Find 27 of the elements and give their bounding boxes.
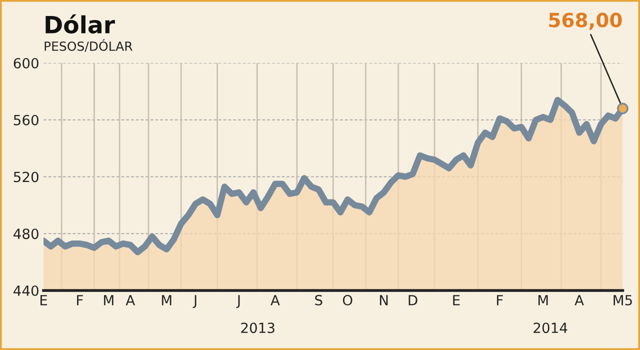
x-tick-label: J — [236, 295, 240, 308]
y-tick-label: 520 — [14, 172, 38, 182]
x-tick-label: M — [538, 295, 548, 306]
y-tick-label: 440 — [14, 285, 38, 296]
chart-subtitle: PESOS/DÓLAR — [44, 39, 132, 52]
text: 2013 — [241, 322, 274, 334]
x-tick-label: O — [342, 294, 352, 306]
x-tick-label: F — [497, 295, 503, 306]
x-tick-label: S — [315, 294, 322, 306]
x-tick-label: D — [408, 295, 418, 306]
x-tick-label: A — [126, 295, 136, 306]
x-tick-label: A — [574, 295, 584, 306]
y-tick-label: 480 — [14, 228, 38, 240]
y-tick-label: 560 — [14, 114, 38, 126]
x-tick-label: M5 — [614, 295, 632, 306]
x-tick-label: J — [192, 295, 196, 308]
y-tick-label: 600 — [14, 58, 38, 68]
x-tick-label: M — [104, 295, 114, 306]
x-tick-label: E — [453, 295, 460, 306]
x-tick-label: F — [77, 295, 83, 306]
x-tick-label: A — [270, 295, 280, 306]
chart-title: Dólar — [46, 14, 115, 34]
x-tick-label: E — [40, 295, 48, 306]
x-tick-label: N — [380, 295, 388, 306]
x-tick-label: M — [162, 295, 172, 306]
text: 2014 — [534, 322, 568, 334]
annotation: 568,00 — [549, 12, 622, 30]
